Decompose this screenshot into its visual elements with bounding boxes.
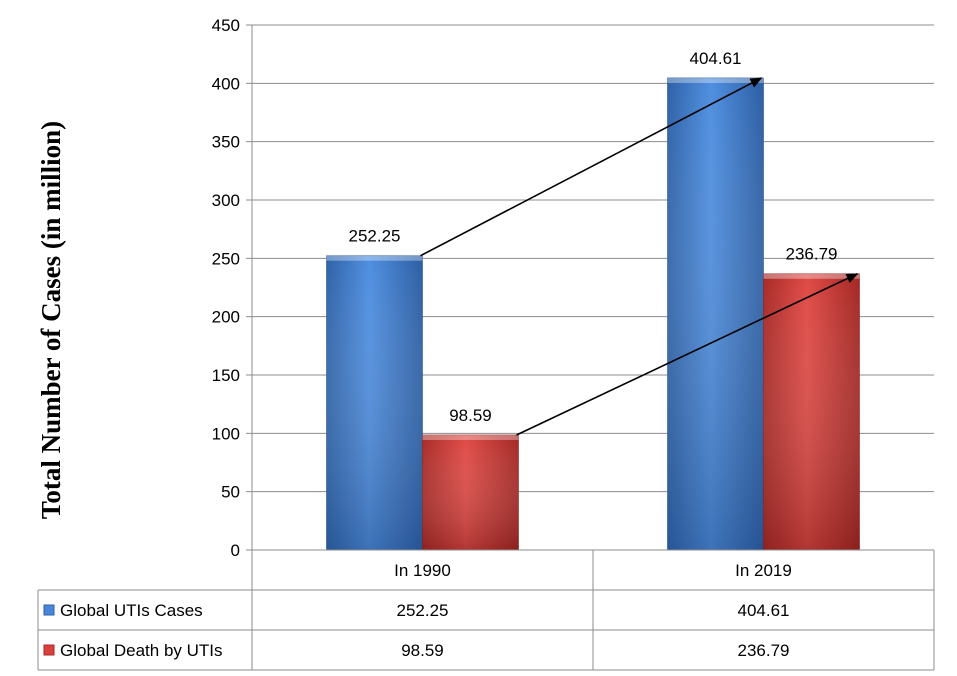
data-label: 252.25 bbox=[349, 227, 401, 246]
y-tick-label: 300 bbox=[212, 191, 240, 210]
x-category-label: In 2019 bbox=[735, 561, 792, 580]
trend-arrows bbox=[420, 77, 859, 436]
trend-arrow bbox=[420, 77, 763, 257]
table-cell: 252.25 bbox=[397, 601, 449, 620]
bar-shading bbox=[326, 255, 423, 551]
data-label: 236.79 bbox=[786, 245, 838, 264]
y-axis-label: Total Number of Cases (in million) bbox=[36, 121, 66, 519]
bar-bevel bbox=[326, 255, 423, 261]
bar-shading bbox=[422, 434, 519, 550]
data-label: 404.61 bbox=[690, 49, 742, 68]
bar-shading bbox=[763, 273, 860, 550]
y-tick-label: 250 bbox=[212, 249, 240, 268]
x-category-label: In 1990 bbox=[394, 561, 451, 580]
y-tick-label: 0 bbox=[231, 541, 240, 560]
bar-bevel bbox=[422, 434, 519, 440]
y-tick-label: 450 bbox=[212, 16, 240, 35]
legend-entry: Global UTIs Cases bbox=[60, 601, 203, 620]
legend-swatch bbox=[43, 604, 55, 616]
y-tick-label: 350 bbox=[212, 133, 240, 152]
y-tick-label: 200 bbox=[212, 308, 240, 327]
y-tick-label: 150 bbox=[212, 366, 240, 385]
table-cell: 404.61 bbox=[738, 601, 790, 620]
data-table: In 1990 In 2019 Global UTIs Cases 252.25 404… bbox=[37, 549, 935, 671]
trend-arrow bbox=[516, 273, 859, 436]
bars bbox=[326, 77, 860, 551]
y-tick-label: 50 bbox=[221, 483, 240, 502]
y-axis: 0 50 100 150 200 250 300 350 400 450 bbox=[212, 16, 253, 560]
data-label: 98.59 bbox=[449, 406, 492, 425]
table-cell: 98.59 bbox=[401, 641, 444, 660]
data-labels: 252.25 404.61 98.59 236.79 bbox=[349, 49, 838, 425]
bar-bevel bbox=[763, 273, 860, 279]
y-tick-label: 100 bbox=[212, 424, 240, 443]
table-cell: 236.79 bbox=[738, 641, 790, 660]
y-tick-label: 400 bbox=[212, 74, 240, 93]
bar-bevel bbox=[667, 77, 764, 83]
legend-entry: Global Death by UTIs bbox=[60, 641, 223, 660]
legend-swatch bbox=[43, 644, 55, 656]
bar-shading bbox=[667, 77, 764, 550]
